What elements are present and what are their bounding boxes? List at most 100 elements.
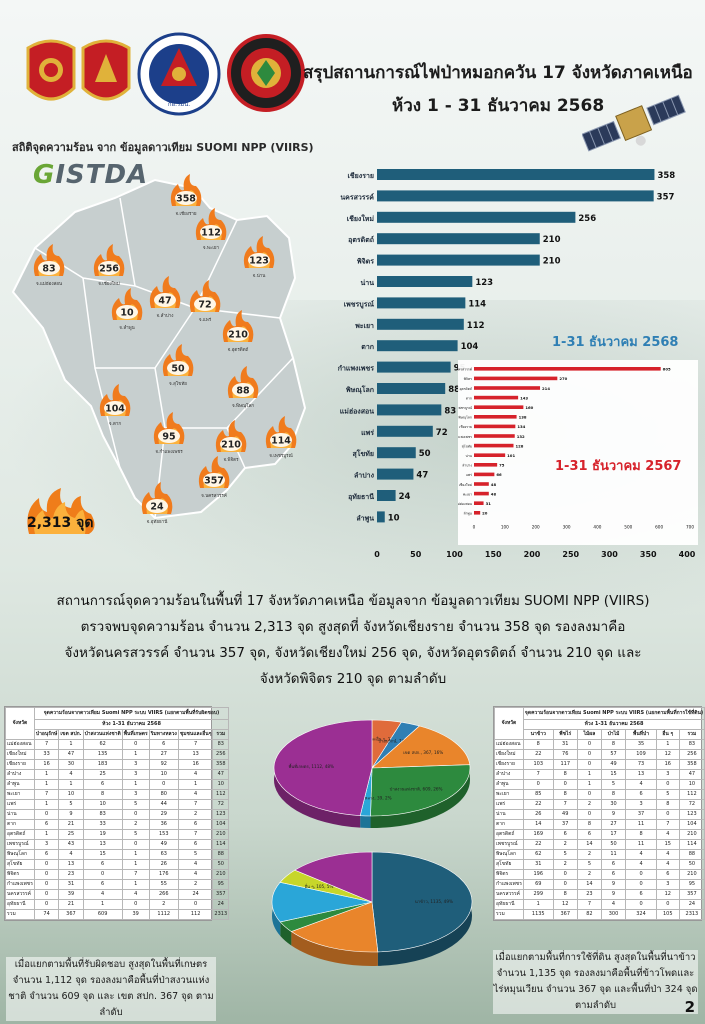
province-cell: กำแพงเพชร: [5, 879, 35, 890]
value-cell: 609: [82, 909, 123, 920]
value-cell: 3: [33, 839, 60, 850]
province-cell: น่าน: [494, 809, 524, 820]
category-label: กำแพงเพชร: [338, 365, 374, 373]
value-cell: 300: [600, 909, 627, 920]
value-cell: 1: [656, 739, 680, 750]
marker-value-bg: [248, 253, 270, 267]
inset-chart-panel: นครสวรรค์ 605 พิจิตร 270 อุตรดิตถ์ 214 ตาก 143 เ…: [454, 360, 698, 545]
column-header: รวม: [212, 729, 230, 740]
pie-slice: [290, 901, 379, 953]
value-cell: 0: [576, 739, 602, 750]
marker-value-bg: [104, 401, 126, 415]
value-cell: 114: [212, 839, 230, 850]
value-cell: 8: [552, 789, 578, 800]
value-cell: 112: [177, 909, 214, 920]
value-cell: 123: [678, 809, 705, 820]
value-cell: 7: [576, 899, 602, 910]
value-cell: 6: [656, 869, 680, 880]
value-cell: 8: [656, 799, 680, 810]
table-row: เพชรบูรณ์ 22 2 14 50 11 15 114: [494, 839, 705, 850]
bar: [377, 169, 655, 180]
value-cell: 13: [58, 859, 84, 870]
value-cell: 0: [33, 899, 60, 910]
value-cell: 10: [148, 769, 179, 780]
marker-value-bg: [98, 261, 120, 275]
value-cell: 210: [678, 829, 705, 840]
category-label: แพร่: [361, 429, 374, 437]
value-cell: 367: [58, 909, 84, 920]
value-cell: 37: [552, 819, 578, 830]
value-cell: 4: [82, 889, 123, 900]
value-cell: 367: [552, 909, 578, 920]
value-cell: 27: [148, 749, 179, 760]
value-cell: 104: [212, 819, 230, 830]
value-cell: 0: [576, 789, 602, 800]
bar: [474, 367, 661, 371]
value-cell: 6: [625, 889, 657, 900]
value-cell: 6: [33, 819, 60, 830]
value-cell: 6: [148, 739, 179, 750]
pie-slice-side: [280, 921, 292, 946]
bar: [474, 511, 481, 515]
marker-value: 104: [105, 404, 125, 415]
value-cell: 0: [625, 899, 657, 910]
value-cell: 16: [656, 759, 680, 770]
value-cell: 0: [33, 879, 60, 890]
data-label: 31: [486, 501, 492, 506]
value-cell: 49: [552, 809, 578, 820]
value-cell: 4: [656, 859, 680, 870]
value-cell: 47: [212, 769, 230, 780]
bar: [377, 276, 473, 287]
table-row: เชียงใหม่ 22 76 0 57 109 12 256: [494, 749, 705, 760]
value-cell: 4: [600, 899, 627, 910]
value-cell: 7: [33, 789, 60, 800]
value-cell: 256: [212, 749, 230, 760]
value-cell: 4: [121, 889, 150, 900]
value-cell: 12: [656, 749, 680, 760]
province-cell: พิษณุโลก: [5, 849, 35, 860]
data-label: 270: [559, 376, 567, 381]
value-cell: 3: [121, 769, 150, 780]
column-header: พืชไร่: [552, 729, 578, 740]
bar: [377, 511, 385, 523]
value-cell: 4: [656, 829, 680, 840]
value-cell: 0: [33, 809, 60, 820]
province-marker: 256 จ.เชียงใหม่: [93, 244, 125, 287]
category-label: อุตรดิตถ์: [459, 387, 472, 392]
hotspot-bar-chart-2567: นครสวรรค์ 605 พิจิตร 270 อุตรดิตถ์ 214 ตาก 143 เ…: [454, 367, 694, 530]
pie-slice-label: เขต สปก., 367, 16%: [403, 750, 443, 755]
value-cell: 44: [148, 799, 179, 810]
value-cell: 88: [678, 849, 705, 860]
marker-province-name: จ.เชียงราย: [175, 211, 196, 217]
province-cell: แม่ฮ่องสอน: [494, 739, 524, 750]
value-cell: 49: [600, 759, 627, 770]
province-cell: นครสวรรค์: [5, 889, 35, 900]
marker-province-name: จ.พิจิตร: [223, 457, 239, 463]
note-responsibility-area: เมื่อแยกตามพื้นที่รับผิดชอบ สูงสุดในพื้น…: [6, 957, 216, 1021]
province-marker: 24 จ.อุทัยธานี: [141, 482, 173, 525]
value-cell: 31: [58, 879, 84, 890]
marker-value: 47: [158, 296, 171, 307]
value-cell: 7: [522, 769, 554, 780]
value-cell: 6: [82, 859, 123, 870]
value-cell: 5: [58, 799, 84, 810]
category-label: พิษณุโลก: [346, 385, 374, 394]
marker-value: 114: [271, 436, 291, 447]
value-cell: 1: [58, 779, 84, 790]
value-cell: 0: [552, 879, 578, 890]
army-unit-logo: [227, 34, 305, 112]
value-cell: 5: [121, 829, 150, 840]
value-cell: 62: [522, 849, 554, 860]
province-marker: 210 จ.อุตรดิตถ์: [222, 310, 254, 353]
x-tick-label: 600: [655, 525, 663, 530]
table-row: พะเยา 7 10 8 3 80 4 112: [5, 789, 230, 800]
value-cell: 358: [678, 759, 705, 770]
value-cell: 22: [522, 749, 554, 760]
marker-province-name: จ.พิษณุโลก: [232, 402, 254, 409]
column-header: พื้นที่เกษตร: [121, 729, 150, 740]
value-cell: 29: [148, 809, 179, 820]
value-cell: 62: [82, 739, 123, 750]
marker-province-name: จ.น่าน: [253, 273, 266, 279]
data-label: 357: [657, 192, 675, 202]
table-row: แม่ฮ่องสอน 8 31 0 8 35 1 83: [494, 739, 705, 750]
